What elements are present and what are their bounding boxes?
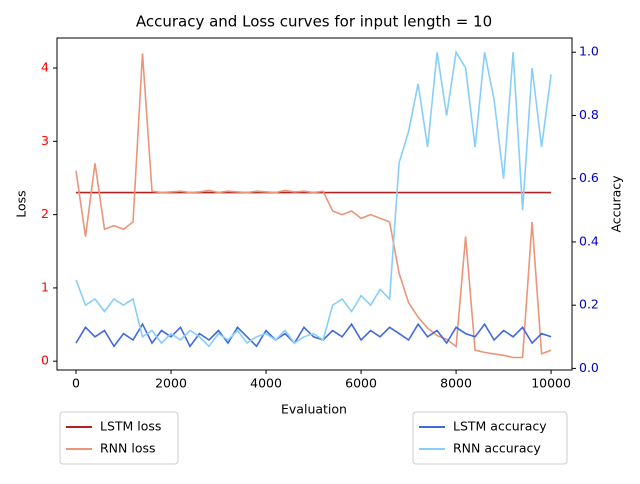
series-line	[75, 53, 552, 359]
y-tick-label: 2	[41, 206, 49, 221]
x-tick-label: 0	[72, 376, 80, 391]
x-tick-label: 2000	[155, 376, 187, 391]
chart-title: Accuracy and Loss curves for input lengt…	[136, 13, 492, 31]
series-line	[75, 322, 552, 348]
y-axis-label: Loss	[14, 190, 29, 217]
legend-box	[59, 411, 179, 465]
legend-label: RNN loss	[100, 441, 156, 456]
y2-tick-label: 1.0	[579, 44, 599, 59]
legend-label: RNN accuracy	[453, 441, 541, 456]
y-tick-label: 4	[41, 60, 49, 75]
series-line	[75, 49, 552, 348]
y2-tick-label: 0.6	[579, 170, 599, 185]
y2-axis-label: Accuracy	[609, 175, 624, 233]
y-tick-label: 3	[41, 133, 49, 148]
y2-tick-label: 0.2	[579, 297, 599, 312]
legend-label: LSTM loss	[100, 419, 161, 434]
x-tick-label: 4000	[250, 376, 282, 391]
y-tick-label: 0	[41, 353, 49, 368]
y2-tick-label: 0.4	[579, 233, 599, 248]
x-tick-label: 10000	[531, 376, 571, 391]
legend-box	[412, 411, 568, 465]
y2-tick-label: 0.0	[579, 360, 599, 375]
y2-tick-label: 0.8	[579, 107, 599, 122]
plot-frame	[56, 37, 573, 371]
x-axis-label: Evaluation	[281, 402, 347, 417]
legend-label: LSTM accuracy	[453, 419, 547, 434]
x-tick-label: 8000	[440, 376, 472, 391]
y-tick-label: 1	[41, 279, 49, 294]
x-tick-label: 6000	[345, 376, 377, 391]
